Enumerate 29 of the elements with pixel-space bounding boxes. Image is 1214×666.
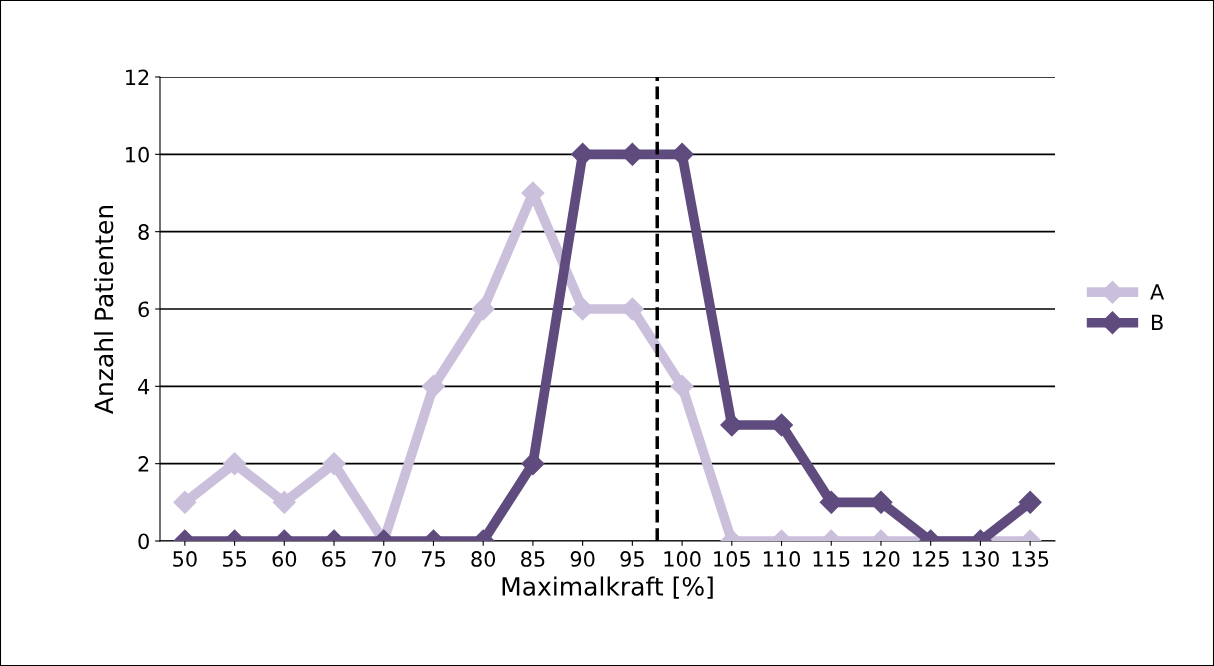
y-tick-label: 10: [126, 146, 149, 163]
x-tick-label: 115: [813, 551, 850, 567]
x-tick-label: 110: [763, 551, 801, 567]
x-axis-title: Maximalkraft [%]: [502, 576, 713, 599]
x-tick-label: 100: [664, 551, 701, 567]
x-tick-label: 105: [714, 551, 750, 567]
x-tick-label: 90: [570, 551, 595, 567]
x-tick-label: 135: [1012, 551, 1049, 567]
y-tick-label: 4: [138, 379, 150, 395]
x-tick-label: 75: [421, 551, 445, 567]
x-tick-label: 95: [620, 551, 644, 567]
legend-label: A: [1150, 284, 1165, 300]
y-tick-label: 12: [126, 69, 149, 85]
x-tick-label: 80: [471, 551, 496, 567]
x-tick-label: 85: [521, 551, 545, 567]
x-tick-label: 70: [372, 551, 396, 567]
y-tick-label: 8: [138, 224, 149, 240]
x-tick-label: 125: [913, 551, 949, 567]
x-tick-label: 50: [173, 551, 197, 567]
y-axis-title: Anzahl Patienten: [94, 205, 114, 414]
x-tick-label: 120: [863, 551, 900, 567]
x-tick-label: 65: [322, 551, 346, 567]
y-tick-label: 0: [138, 533, 149, 550]
x-tick-label: 130: [962, 551, 999, 567]
x-tick-label: 55: [222, 551, 247, 567]
y-tick-label: 2: [138, 456, 149, 472]
y-tick-label: 6: [138, 301, 149, 318]
legend-label: B: [1152, 314, 1163, 331]
x-tick-label: 60: [272, 551, 297, 567]
